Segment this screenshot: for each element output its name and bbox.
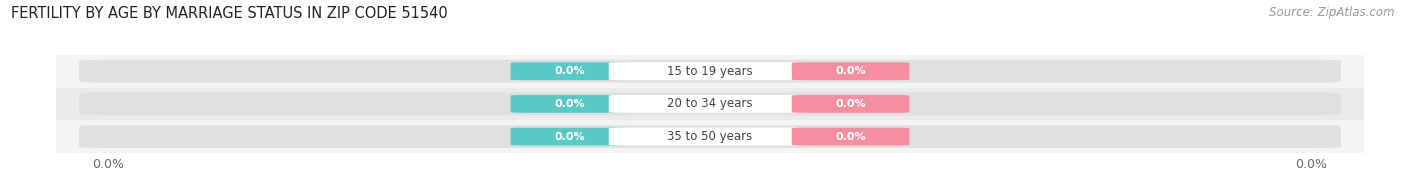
Text: 0.0%: 0.0% bbox=[835, 66, 866, 76]
FancyBboxPatch shape bbox=[792, 95, 910, 113]
FancyBboxPatch shape bbox=[609, 95, 811, 113]
Legend: Married, Unmarried: Married, Unmarried bbox=[627, 194, 793, 196]
Text: 0.0%: 0.0% bbox=[554, 66, 585, 76]
Bar bbox=[56, 120, 1364, 153]
FancyBboxPatch shape bbox=[792, 128, 910, 145]
Text: 20 to 34 years: 20 to 34 years bbox=[668, 97, 752, 110]
Text: FERTILITY BY AGE BY MARRIAGE STATUS IN ZIP CODE 51540: FERTILITY BY AGE BY MARRIAGE STATUS IN Z… bbox=[11, 6, 449, 21]
Text: 0.0%: 0.0% bbox=[835, 99, 866, 109]
Bar bbox=[56, 55, 1364, 88]
FancyBboxPatch shape bbox=[79, 93, 1341, 115]
Text: 35 to 50 years: 35 to 50 years bbox=[668, 130, 752, 143]
FancyBboxPatch shape bbox=[79, 60, 1341, 83]
Text: 15 to 19 years: 15 to 19 years bbox=[668, 65, 752, 78]
Text: 0.0%: 0.0% bbox=[835, 132, 866, 142]
Bar bbox=[56, 88, 1364, 120]
FancyBboxPatch shape bbox=[609, 62, 811, 80]
FancyBboxPatch shape bbox=[79, 125, 1341, 148]
Text: Source: ZipAtlas.com: Source: ZipAtlas.com bbox=[1270, 6, 1395, 19]
FancyBboxPatch shape bbox=[609, 128, 811, 145]
FancyBboxPatch shape bbox=[510, 95, 628, 113]
FancyBboxPatch shape bbox=[510, 128, 628, 145]
FancyBboxPatch shape bbox=[792, 62, 910, 80]
FancyBboxPatch shape bbox=[510, 62, 628, 80]
Text: 0.0%: 0.0% bbox=[554, 132, 585, 142]
Text: 0.0%: 0.0% bbox=[554, 99, 585, 109]
